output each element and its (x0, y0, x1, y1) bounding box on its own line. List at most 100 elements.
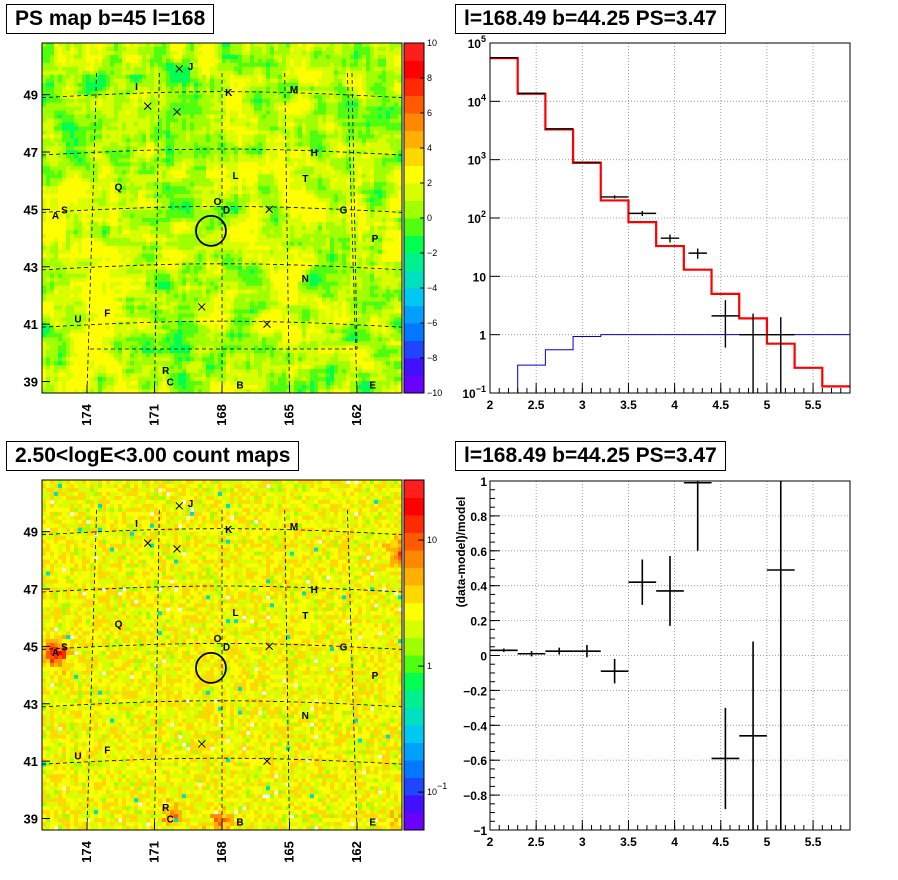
map-pixel (226, 237, 231, 243)
map-pixel (270, 154, 275, 159)
map-pixel (190, 229, 195, 235)
map-pixel (310, 174, 315, 179)
map-pixel (330, 214, 335, 219)
map-pixel (382, 82, 387, 88)
map-pixel (346, 46, 351, 52)
map-pixel (342, 130, 347, 135)
map-pixel (142, 249, 147, 255)
map-pixel (206, 70, 211, 76)
map-pixel (238, 214, 243, 219)
map-pixel (58, 218, 63, 223)
map-pixel (290, 150, 295, 155)
map-pixel (138, 70, 143, 76)
map-pixel (386, 98, 391, 104)
map-pixel (50, 253, 55, 259)
map-pixel (78, 166, 83, 171)
map-pixel (190, 118, 195, 124)
map-pixel (66, 122, 71, 128)
map-pixel (146, 98, 151, 104)
map-pixel (262, 158, 267, 163)
map-pixel (386, 178, 391, 183)
map-pixel (114, 78, 119, 84)
map-pixel (186, 114, 191, 120)
map-pixel (318, 54, 323, 60)
map-pixel (358, 245, 363, 251)
map-pixel (282, 98, 287, 104)
map-pixel (286, 186, 291, 191)
map-pixel (258, 174, 263, 179)
map-pixel (298, 122, 303, 128)
map-pixel (286, 218, 291, 223)
map-pixel (314, 43, 319, 48)
map-pixel (82, 46, 87, 52)
map-pixel (78, 206, 83, 211)
map-pixel (242, 210, 247, 215)
map-pixel (194, 54, 199, 60)
map-pixel (354, 98, 359, 104)
map-pixel (250, 138, 255, 143)
map-pixel (366, 257, 371, 263)
map-pixel (362, 210, 367, 215)
map-pixel (110, 225, 115, 231)
map-pixel (150, 245, 155, 251)
map-pixel (322, 138, 327, 143)
map-pixel (314, 202, 319, 207)
map-pixel (190, 150, 195, 155)
map-pixel (186, 126, 191, 131)
map-pixel (302, 257, 307, 263)
map-pixel (42, 106, 47, 112)
map-pixel (318, 221, 323, 227)
map-pixel (342, 78, 347, 84)
map-pixel (142, 90, 147, 96)
map-pixel (326, 130, 331, 135)
map-pixel (274, 210, 279, 215)
map-pixel (278, 118, 283, 124)
map-pixel (294, 130, 299, 135)
map-pixel (382, 237, 387, 243)
map-pixel (318, 170, 323, 175)
map-pixel (358, 58, 363, 64)
map-pixel (54, 58, 59, 64)
map-pixel (130, 218, 135, 223)
map-pixel (54, 66, 59, 72)
map-pixel (118, 86, 123, 92)
map-pixel (390, 90, 395, 96)
map-pixel (210, 43, 215, 48)
map-pixel (206, 261, 211, 267)
map-pixel (78, 158, 83, 163)
map-pixel (214, 237, 219, 243)
map-pixel (254, 221, 259, 227)
map-pixel (238, 138, 243, 143)
map-pixel (210, 66, 215, 72)
map-pixel (74, 126, 79, 131)
map-pixel (266, 214, 271, 219)
map-pixel (162, 54, 167, 60)
map-pixel (102, 210, 107, 215)
map-pixel (122, 118, 127, 124)
map-pixel (154, 43, 159, 48)
map-pixel (206, 221, 211, 227)
map-pixel (166, 118, 171, 124)
map-pixel (214, 257, 219, 263)
map-pixel (142, 98, 147, 104)
map-pixel (266, 202, 271, 207)
map-pixel (106, 138, 111, 143)
map-pixel (138, 58, 143, 64)
map-pixel (150, 198, 155, 203)
map-pixel (390, 58, 395, 64)
map-pixel (214, 253, 219, 259)
map-pixel (166, 194, 171, 199)
map-pixel (174, 130, 179, 135)
map-pixel (266, 170, 271, 175)
map-pixel (390, 218, 395, 223)
map-pixel (90, 178, 95, 183)
map-pixel (110, 190, 115, 195)
map-pixel (70, 186, 75, 191)
map-pixel (90, 50, 95, 56)
map-pixel (78, 90, 83, 96)
map-pixel (110, 245, 115, 251)
map-pixel (286, 241, 291, 247)
map-pixel (350, 74, 355, 80)
map-pixel (82, 162, 87, 167)
map-pixel (150, 106, 155, 112)
